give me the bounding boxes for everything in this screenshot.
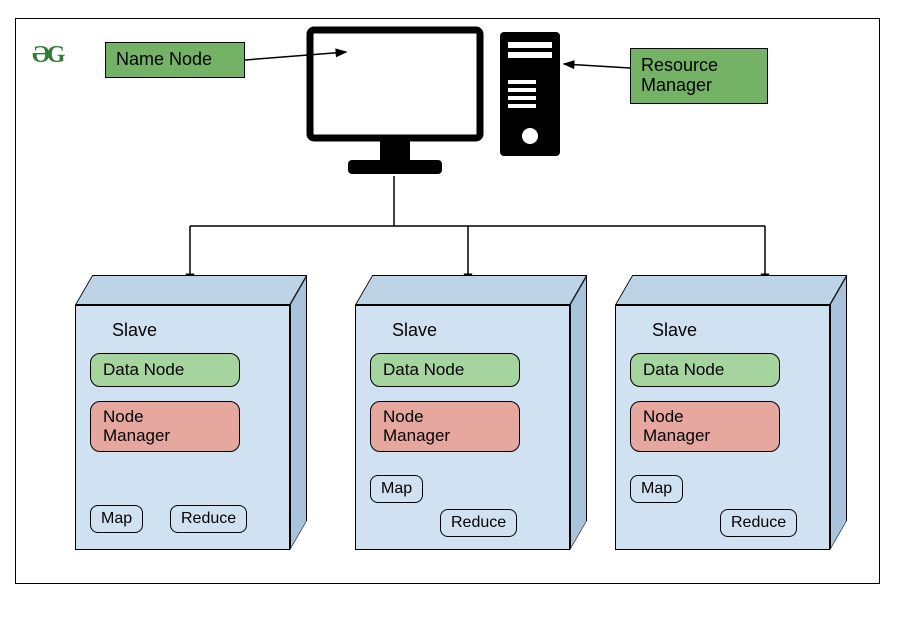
cube-front: Slave Data Node Node Manager Map Reduce xyxy=(615,305,830,550)
name-node-box: Name Node xyxy=(105,42,245,78)
map-reduce-row: Map Reduce xyxy=(630,467,817,537)
slave-cube: Slave Data Node Node Manager Map Reduce xyxy=(615,275,830,550)
node-manager-pill: Node Manager xyxy=(90,401,240,452)
diagram-stage: ƏG Name Node Resource Manager Master xyxy=(0,0,901,619)
resource-manager-box: Resource Manager xyxy=(630,48,768,104)
slave-cube: Slave Data Node Node Manager Map Reduce xyxy=(355,275,570,550)
node-manager-pill: Node Manager xyxy=(630,401,780,452)
reduce-pill: Reduce xyxy=(440,509,517,537)
resource-manager-label: Resource Manager xyxy=(641,56,718,96)
cube-top xyxy=(615,275,847,305)
cube-side xyxy=(570,276,587,550)
cube-front: Slave Data Node Node Manager Map Reduce xyxy=(355,305,570,550)
cube-side xyxy=(830,276,847,550)
map-reduce-row: Map Reduce xyxy=(370,467,557,537)
slave-title: Slave xyxy=(112,320,275,341)
map-pill: Map xyxy=(630,475,683,503)
cube-front: Slave Data Node Node Manager Map Reduce xyxy=(75,305,290,550)
slave-title: Slave xyxy=(392,320,555,341)
map-reduce-row: Map Reduce xyxy=(90,467,277,537)
cube-top xyxy=(75,275,307,305)
data-node-pill: Data Node xyxy=(630,353,780,387)
reduce-pill: Reduce xyxy=(170,505,247,533)
node-manager-pill: Node Manager xyxy=(370,401,520,452)
data-node-pill: Data Node xyxy=(370,353,520,387)
data-node-pill: Data Node xyxy=(90,353,240,387)
map-pill: Map xyxy=(370,475,423,503)
map-pill: Map xyxy=(90,505,143,533)
cube-top xyxy=(355,275,587,305)
master-label: Master xyxy=(376,38,431,59)
gfg-logo: ƏG xyxy=(32,42,62,69)
reduce-pill: Reduce xyxy=(720,509,797,537)
cube-side xyxy=(290,276,307,550)
slave-title: Slave xyxy=(652,320,815,341)
name-node-label: Name Node xyxy=(116,50,212,70)
slave-cube: Slave Data Node Node Manager Map Reduce xyxy=(75,275,290,550)
